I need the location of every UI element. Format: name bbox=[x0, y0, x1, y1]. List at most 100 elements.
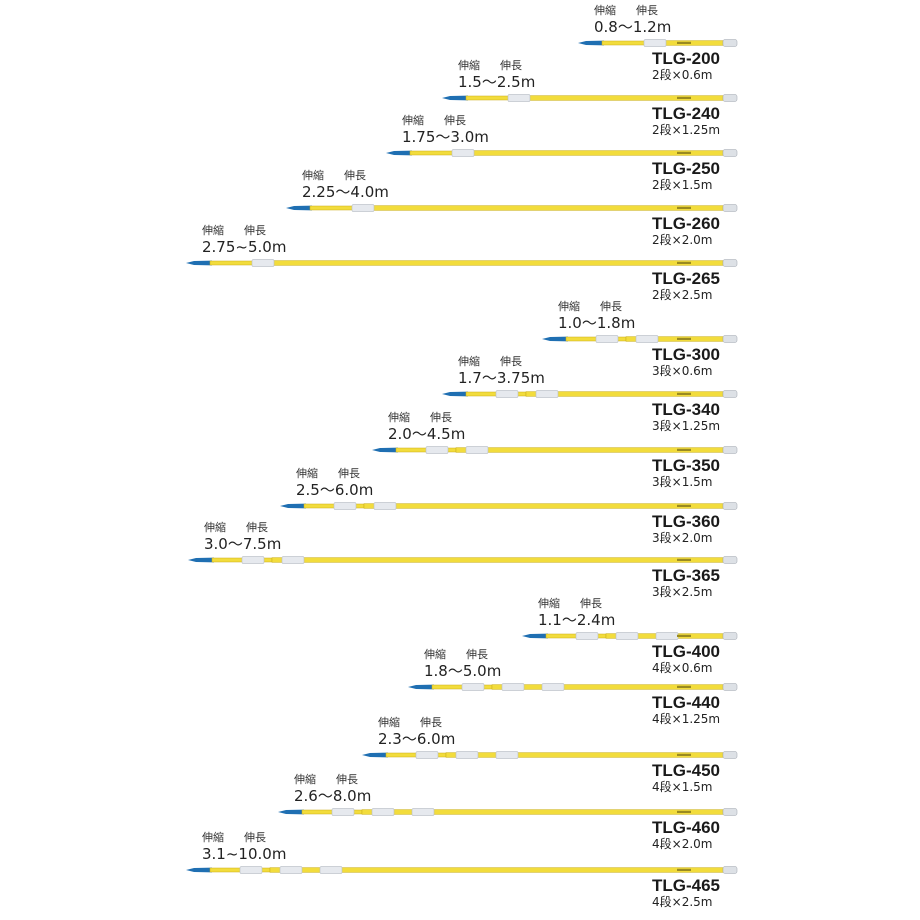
lock-collar bbox=[373, 502, 397, 510]
pole-row-tlg-400: 伸縮 伸長 1.1〜2.4m TLG-400 4段×0.6m bbox=[0, 0, 920, 674]
lock-collar bbox=[333, 502, 357, 510]
pole-shaft-outer bbox=[271, 557, 724, 563]
pole-row-tlg-260: 伸縮 伸長 2.25〜4.0m TLG-260 2段×2.0m bbox=[0, 0, 920, 246]
extended-label: 伸長 bbox=[244, 224, 266, 237]
blue-tip bbox=[386, 150, 412, 156]
lock-collar bbox=[465, 446, 489, 454]
telescopic-pole bbox=[408, 683, 738, 691]
stage-spec: 4段×0.6m bbox=[652, 661, 713, 675]
end-cap bbox=[722, 335, 738, 343]
length-range: 1.1〜2.4m bbox=[538, 611, 616, 629]
retracted-label: 伸縮 bbox=[538, 597, 560, 610]
end-cap bbox=[722, 866, 738, 874]
extended-label: 伸長 bbox=[444, 114, 466, 127]
model-name: TLG-200 bbox=[652, 49, 721, 68]
blue-tip bbox=[408, 684, 434, 690]
length-range: 0.8〜1.2m bbox=[594, 18, 672, 36]
end-cap bbox=[722, 259, 738, 267]
model-name: TLG-450 bbox=[652, 761, 721, 780]
pole-row-tlg-250: 伸縮 伸長 1.75〜3.0m TLG-250 2段×1.5m bbox=[0, 0, 920, 191]
retracted-label: 伸縮 bbox=[424, 648, 446, 661]
lock-collar bbox=[279, 866, 303, 874]
telescopic-pole bbox=[386, 149, 738, 157]
pole-row-tlg-300: 伸縮 伸長 1.0〜1.8m TLG-300 3段×0.6m bbox=[0, 0, 920, 377]
length-range: 2.5〜6.0m bbox=[296, 481, 374, 499]
model-name: TLG-365 bbox=[652, 566, 721, 585]
telescopic-pole bbox=[372, 446, 738, 454]
blue-tip bbox=[362, 752, 388, 758]
extended-label: 伸長 bbox=[466, 648, 488, 661]
length-range: 1.7〜3.75m bbox=[458, 369, 545, 387]
extended-label: 伸長 bbox=[500, 355, 522, 368]
end-cap bbox=[722, 204, 738, 212]
end-cap bbox=[722, 751, 738, 759]
retracted-label: 伸縮 bbox=[558, 300, 580, 313]
end-cap bbox=[722, 502, 738, 510]
blue-tip bbox=[442, 391, 468, 397]
retracted-label: 伸縮 bbox=[402, 114, 424, 127]
retracted-label: 伸縮 bbox=[302, 169, 324, 182]
brand-mark bbox=[677, 558, 691, 561]
retracted-label: 伸縮 bbox=[202, 224, 224, 237]
lock-collar bbox=[595, 335, 619, 343]
length-range: 2.0〜4.5m bbox=[388, 425, 466, 443]
lock-collar bbox=[495, 390, 519, 398]
stage-spec: 2段×0.6m bbox=[652, 68, 713, 82]
pole-shaft-outer bbox=[369, 205, 724, 211]
brand-mark bbox=[677, 448, 691, 451]
telescopic-pole bbox=[278, 808, 738, 816]
telescopic-pole bbox=[188, 556, 738, 564]
extended-label: 伸長 bbox=[246, 521, 268, 534]
lock-collar bbox=[371, 808, 395, 816]
pole-shaft-outer bbox=[269, 260, 724, 266]
pole-row-tlg-200: 伸縮 伸長 0.8〜1.2m TLG-200 2段×0.6m bbox=[0, 0, 920, 81]
brand-mark bbox=[677, 753, 691, 756]
pole-row-tlg-440: 伸縮 伸長 1.8〜5.0m TLG-440 4段×1.25m bbox=[0, 0, 920, 725]
end-cap bbox=[722, 390, 738, 398]
lock-collar bbox=[615, 632, 639, 640]
end-cap bbox=[722, 39, 738, 47]
model-name: TLG-350 bbox=[652, 456, 721, 475]
brand-mark bbox=[677, 868, 691, 871]
telescopic-pole bbox=[442, 94, 738, 102]
length-range: 2.6〜8.0m bbox=[294, 787, 372, 805]
telescopic-pole bbox=[286, 204, 738, 212]
brand-mark bbox=[677, 634, 691, 637]
retracted-label: 伸縮 bbox=[378, 716, 400, 729]
length-range: 3.0〜7.5m bbox=[204, 535, 282, 553]
stage-spec: 4段×1.5m bbox=[652, 780, 713, 794]
telescopic-pole bbox=[522, 632, 738, 640]
extended-label: 伸長 bbox=[420, 716, 442, 729]
blue-tip bbox=[442, 95, 468, 101]
retracted-label: 伸縮 bbox=[296, 467, 318, 480]
telescopic-pole bbox=[186, 866, 738, 874]
pole-row-tlg-350: 伸縮 伸長 2.0〜4.5m TLG-350 3段×1.5m bbox=[0, 0, 920, 488]
blue-tip bbox=[522, 633, 548, 639]
model-name: TLG-460 bbox=[652, 818, 721, 837]
lock-collar bbox=[495, 751, 519, 759]
pole-row-tlg-360: 伸縮 伸長 2.5〜6.0m TLG-360 3段×2.0m bbox=[0, 0, 920, 544]
brand-mark bbox=[677, 151, 691, 154]
brand-mark bbox=[677, 96, 691, 99]
extended-label: 伸長 bbox=[636, 4, 658, 17]
retracted-label: 伸縮 bbox=[204, 521, 226, 534]
retracted-label: 伸縮 bbox=[294, 773, 316, 786]
lock-collar bbox=[411, 808, 435, 816]
end-cap bbox=[722, 683, 738, 691]
brand-mark bbox=[677, 261, 691, 264]
pole-row-tlg-365: 伸縮 伸長 3.0〜7.5m TLG-365 3段×2.5m bbox=[0, 0, 920, 598]
end-cap bbox=[722, 632, 738, 640]
extended-label: 伸長 bbox=[600, 300, 622, 313]
brand-mark bbox=[677, 392, 691, 395]
pole-shaft-outer bbox=[661, 40, 724, 46]
lock-collar bbox=[319, 866, 343, 874]
stage-spec: 2段×2.0m bbox=[652, 233, 713, 247]
model-name: TLG-440 bbox=[652, 693, 721, 712]
blue-tip bbox=[186, 260, 212, 266]
brand-mark bbox=[677, 337, 691, 340]
retracted-label: 伸縮 bbox=[202, 831, 224, 844]
lock-collar bbox=[501, 683, 525, 691]
stage-spec: 4段×2.0m bbox=[652, 837, 713, 851]
stage-spec: 3段×0.6m bbox=[652, 364, 713, 378]
retracted-label: 伸縮 bbox=[458, 59, 480, 72]
